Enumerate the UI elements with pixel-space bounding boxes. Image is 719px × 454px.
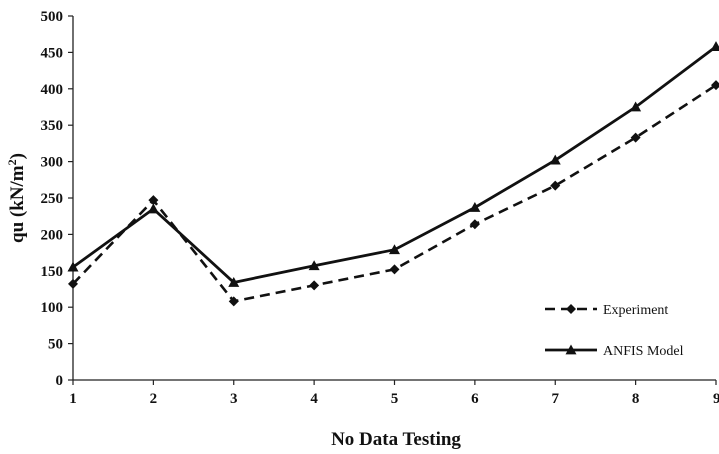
- point-experiment: [711, 80, 719, 91]
- point-anfis-model: [147, 203, 159, 214]
- y-axis-title-close: ): [7, 153, 28, 159]
- y-tick-label: 400: [41, 82, 64, 98]
- x-tick-label: 9: [713, 391, 719, 407]
- x-tick-label: 2: [150, 391, 158, 407]
- point-experiment: [389, 264, 400, 275]
- y-tick-label: 350: [41, 118, 64, 134]
- point-experiment: [68, 278, 78, 289]
- point-anfis-model: [389, 244, 400, 255]
- x-tick-label: 7: [552, 391, 560, 407]
- y-tick-label: 300: [41, 155, 64, 171]
- legend: Experiment ANFIS Model: [545, 303, 684, 359]
- point-experiment: [309, 280, 320, 291]
- point-experiment: [148, 195, 159, 206]
- y-tick-label: 0: [56, 373, 64, 389]
- series-markers: [67, 41, 719, 307]
- y-tick-label: 200: [41, 227, 64, 243]
- x-tick-label: 8: [632, 391, 640, 407]
- point-experiment: [469, 219, 480, 230]
- y-axis-title-superscript: 2: [5, 159, 19, 165]
- point-experiment: [630, 132, 641, 143]
- y-tick-label: 50: [48, 337, 63, 353]
- point-anfis-model: [469, 201, 481, 212]
- y-axis-title-main: qu (kN/m: [7, 165, 28, 243]
- point-experiment: [550, 180, 561, 191]
- tick-labels: 0 50 100 150 200 250 300 350 400 450 500 1 2 3 4 5 6 7 8 9: [41, 9, 719, 407]
- point-anfis-model: [710, 41, 719, 51]
- legend-label-experiment: Experiment: [603, 303, 668, 318]
- point-experiment: [228, 296, 239, 307]
- legend-label-anfis-model: ANFIS Model: [603, 344, 684, 359]
- point-anfis-model: [549, 154, 561, 165]
- axes: [68, 15, 717, 385]
- x-tick-label: 4: [310, 391, 318, 407]
- legend-marker-anfis-model: [565, 344, 577, 355]
- point-anfis-model: [630, 101, 642, 112]
- y-tick-label: 450: [41, 45, 64, 61]
- point-anfis-model: [67, 261, 79, 272]
- y-tick-label: 500: [41, 9, 64, 25]
- x-tick-label: 1: [69, 391, 77, 407]
- x-tick-label: 3: [230, 391, 238, 407]
- y-tick-label: 250: [41, 191, 64, 207]
- y-axis-title: qu (kN/m2): [5, 153, 28, 243]
- point-anfis-model: [228, 276, 240, 287]
- legend-marker-experiment: [566, 304, 576, 314]
- y-tick-label: 100: [41, 300, 64, 316]
- series-lines: [72, 45, 717, 303]
- point-anfis-model: [308, 260, 320, 271]
- x-tick-label: 6: [471, 391, 479, 407]
- y-tick-label: 150: [41, 264, 64, 280]
- x-axis-title: No Data Testing: [331, 429, 461, 450]
- x-tick-label: 5: [391, 391, 399, 407]
